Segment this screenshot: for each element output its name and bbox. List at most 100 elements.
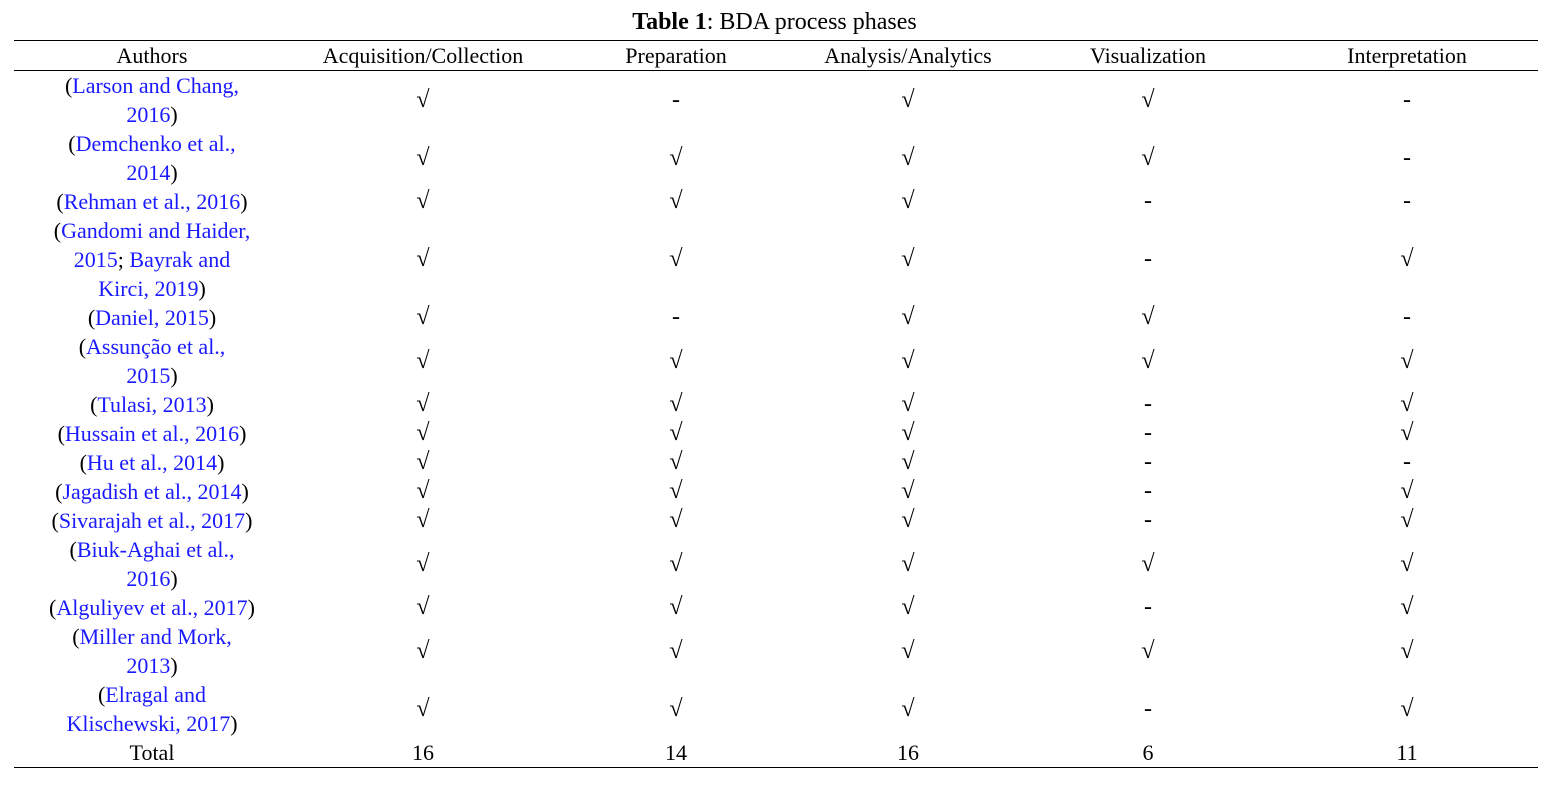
phase-mark: √ <box>416 478 430 504</box>
citation-link: Elragal and <box>105 682 207 707</box>
punctuation: ( <box>55 479 63 504</box>
table-row: (Hussain et al., 2016) √ √ √ - √ <box>14 419 1538 448</box>
phase-mark: √ <box>669 246 683 272</box>
authors-cell: (Hu et al., 2014) <box>14 448 290 477</box>
phase-mark: √ <box>669 478 683 504</box>
phase-mark: √ <box>416 695 430 722</box>
phase-mark: √ <box>416 86 430 113</box>
table-row: (Alguliyev et al., 2017) √ √ √ - √ <box>14 593 1538 622</box>
phase-mark: √ <box>416 507 430 533</box>
phase-mark: √ <box>416 637 430 664</box>
phase-mark: √ <box>901 86 915 113</box>
phase-mark: √ <box>416 550 430 577</box>
phase-mark: √ <box>416 246 430 272</box>
punctuation: ( <box>87 305 96 330</box>
phase-mark: √ <box>416 188 430 214</box>
table-row: (Tulasi, 2013) √ √ √ - √ <box>14 390 1538 419</box>
authors-cell: (Alguliyev et al., 2017) <box>14 593 290 622</box>
phase-mark: √ <box>901 695 915 722</box>
phase-mark: √ <box>901 188 915 214</box>
phase-mark: √ <box>416 449 430 475</box>
phase-mark: √ <box>669 188 683 214</box>
phase-mark: √ <box>416 347 430 374</box>
table-row: (Biuk-Aghai et al., 2016) √ √ √ √ √ <box>14 535 1538 593</box>
phase-mark: √ <box>1400 347 1414 374</box>
authors-cell: (Miller and Mork, 2013) <box>14 622 290 680</box>
punctuation: ( <box>53 218 62 243</box>
punctuation: ) <box>206 392 214 417</box>
citation-link: Klischewski, 2017 <box>66 711 231 736</box>
phase-mark: √ <box>1400 550 1414 577</box>
phase-mark: √ <box>1141 347 1155 374</box>
citation-link: 2015 <box>73 247 118 272</box>
phase-mark: √ <box>669 594 683 620</box>
citation-link: Sivarajah et al., 2017 <box>58 508 246 533</box>
punctuation: ( <box>68 131 76 156</box>
citation-link: Alguliyev et al., 2017 <box>56 595 248 620</box>
phase-mark: √ <box>416 594 430 620</box>
phase-mark: √ <box>1141 550 1155 577</box>
punctuation: ) <box>170 160 178 185</box>
phase-mark: - <box>672 304 680 330</box>
punctuation: ( <box>97 682 106 707</box>
phase-mark: √ <box>1400 246 1414 272</box>
punctuation: ( <box>64 73 73 98</box>
phase-mark: - <box>1144 507 1152 533</box>
citation-link: Biuk-Aghai et al., <box>76 537 235 562</box>
phase-mark: √ <box>669 347 683 374</box>
phase-mark: √ <box>1141 86 1155 113</box>
punctuation: ) <box>198 276 206 301</box>
column-header: Preparation <box>625 43 727 68</box>
authors-cell: (Jagadish et al., 2014) <box>14 477 290 506</box>
phase-mark: √ <box>1400 695 1414 722</box>
phase-mark: √ <box>1400 420 1414 446</box>
table-row: (Hu et al., 2014) √ √ √ - - <box>14 448 1538 477</box>
punctuation: ) <box>217 450 225 475</box>
phase-mark: √ <box>416 304 430 330</box>
authors-cell: (Gandomi and Haider, 2015; Bayrak and Kirc… <box>14 216 290 303</box>
authors-cell: (Biuk-Aghai et al., 2016) <box>14 535 290 593</box>
phase-mark: - <box>1144 391 1152 417</box>
punctuation: ) <box>208 305 217 330</box>
phase-mark: √ <box>901 347 915 374</box>
table-row: (Daniel, 2015) √ - √ √ - <box>14 303 1538 332</box>
citation-link: Jagadish et al., 2014 <box>62 479 242 504</box>
citation-link: 2014 <box>126 160 171 185</box>
column-header: Authors <box>116 43 188 68</box>
phase-mark: - <box>672 86 680 113</box>
phase-mark: - <box>1144 449 1152 475</box>
punctuation: ) <box>170 363 178 388</box>
phase-mark: √ <box>1141 304 1155 330</box>
citation-link: Tulasi, 2013 <box>97 392 207 417</box>
punctuation: ) <box>245 508 253 533</box>
phase-mark: √ <box>901 507 915 533</box>
phase-mark: √ <box>416 420 430 446</box>
phase-mark: √ <box>1400 637 1414 664</box>
punctuation: ( <box>69 537 77 562</box>
authors-cell: (Elragal and Klischewski, 2017) <box>14 680 290 738</box>
total-value: 16 <box>412 740 434 765</box>
citation-link: Miller and Mork, <box>79 624 232 649</box>
phase-mark: √ <box>669 449 683 475</box>
phase-mark: √ <box>1141 144 1155 171</box>
total-value: 6 <box>1142 740 1154 765</box>
citation-link: Rehman et al., 2016 <box>63 189 241 214</box>
phase-mark: √ <box>901 304 915 330</box>
total-value: 14 <box>665 740 687 765</box>
phase-mark: √ <box>669 695 683 722</box>
phase-mark: √ <box>901 144 915 171</box>
phase-mark: √ <box>1141 637 1155 664</box>
phase-mark: √ <box>669 507 683 533</box>
citation-link: Daniel, 2015 <box>95 305 209 330</box>
phase-mark: - <box>1144 188 1152 214</box>
citation-link: Assunção et al., <box>86 334 226 359</box>
phase-mark: √ <box>669 637 683 664</box>
citation-link: Demchenko et al., <box>75 131 236 156</box>
citation-link: 2015 <box>126 363 171 388</box>
phase-mark: - <box>1144 246 1152 272</box>
column-header: Visualization <box>1090 43 1206 68</box>
punctuation: ( <box>51 508 59 533</box>
total-row: Total 16 14 16 6 11 <box>14 738 1538 768</box>
punctuation: ) <box>241 479 249 504</box>
phase-mark: - <box>1403 86 1411 113</box>
